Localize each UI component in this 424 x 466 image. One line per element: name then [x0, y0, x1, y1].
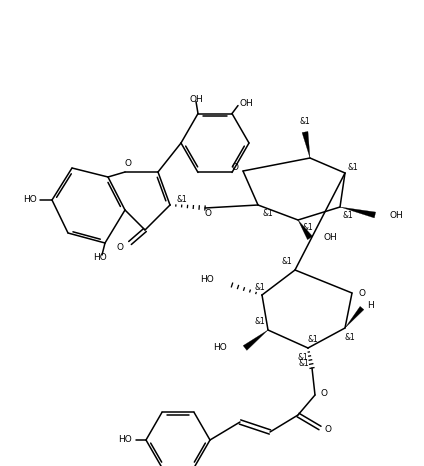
Text: &1: &1: [262, 208, 273, 218]
Text: &1: &1: [303, 224, 313, 233]
Text: &1: &1: [298, 354, 308, 363]
Text: OH: OH: [389, 211, 403, 219]
Text: O: O: [125, 159, 131, 169]
Text: &1: &1: [282, 258, 293, 267]
Text: O: O: [117, 244, 123, 253]
Text: &1: &1: [255, 282, 265, 292]
Polygon shape: [302, 131, 310, 158]
Text: HO: HO: [213, 343, 227, 352]
Text: &1: &1: [308, 336, 318, 344]
Polygon shape: [298, 220, 312, 240]
Text: &1: &1: [345, 334, 355, 343]
Text: OH: OH: [324, 233, 338, 242]
Text: HO: HO: [200, 275, 214, 285]
Text: &1: &1: [177, 196, 187, 205]
Text: O: O: [204, 210, 212, 219]
Polygon shape: [340, 207, 376, 218]
Text: O: O: [359, 288, 365, 297]
Text: O: O: [321, 389, 327, 397]
Polygon shape: [345, 306, 364, 328]
Text: &1: &1: [348, 164, 358, 172]
Text: HO: HO: [93, 253, 107, 261]
Text: HO: HO: [118, 436, 132, 445]
Text: O: O: [324, 425, 332, 434]
Polygon shape: [243, 330, 268, 350]
Text: HO: HO: [23, 196, 37, 205]
Text: &1: &1: [343, 211, 353, 219]
Text: OH: OH: [240, 99, 254, 108]
Text: O: O: [232, 164, 238, 172]
Text: H: H: [367, 301, 374, 309]
Text: OH: OH: [189, 95, 203, 104]
Text: &1: &1: [300, 117, 310, 126]
Text: &1: &1: [298, 358, 310, 368]
Text: &1: &1: [255, 317, 265, 327]
